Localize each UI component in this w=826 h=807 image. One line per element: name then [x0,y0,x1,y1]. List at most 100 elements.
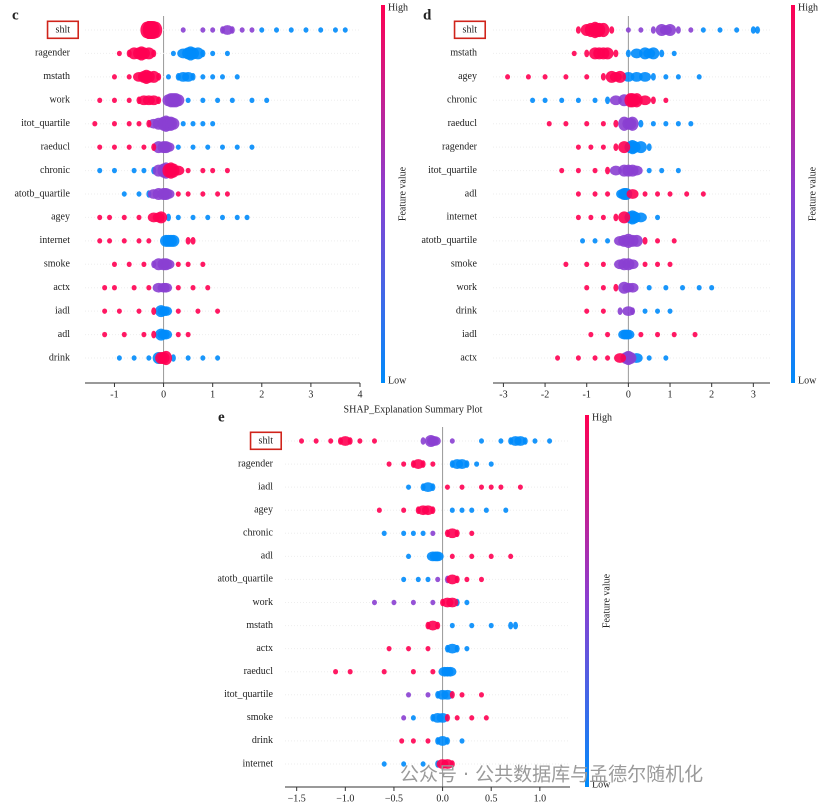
shap-point [444,484,450,490]
shap-point [303,27,309,33]
colorbar [791,5,795,383]
shap-point [671,238,677,244]
shap-point [597,22,610,38]
shap-point [234,214,240,221]
shap-point [234,74,240,80]
colorbar-title: Feature value [601,573,612,628]
shap-point [639,95,652,106]
feature-label: itot_quartile [224,689,273,700]
shap-point [229,97,235,103]
feature-label: actx [256,643,273,654]
shap-point [126,144,132,150]
shap-point [136,191,142,197]
shap-point [655,308,661,314]
shap-point [190,214,196,221]
feature-label: ragender [238,458,274,469]
x-tick-label: 4 [358,389,363,400]
shap-point [488,461,494,467]
shap-point [410,738,416,744]
shap-point [659,167,665,174]
shap-point [680,285,686,291]
shap-point [175,308,181,314]
colorbar-low: Low [592,779,611,790]
shap-point [97,97,103,103]
shap-point [420,437,426,445]
shap-point [220,214,225,221]
shap-point [464,599,470,606]
shap-point [175,331,181,338]
shap-point [547,438,553,444]
shap-point [224,167,230,174]
shap-point [513,621,519,630]
shap-point [614,353,627,363]
shap-point [575,355,581,361]
shap-point [600,214,606,221]
shap-point [249,97,255,103]
shap-point [126,74,132,80]
shap-point [156,73,162,81]
feature-label: internet [446,212,477,223]
shap-point [224,50,230,57]
shap-point [588,214,594,221]
shap-point [381,669,387,675]
shap-point [410,599,416,606]
shap-point [142,47,155,60]
feature-label: iadl [462,329,477,340]
shap-point [667,261,673,267]
shap-point [401,530,407,536]
panel-label: e [218,409,225,425]
shap-point [151,143,157,151]
shap-point [688,27,694,33]
shap-point [160,329,173,340]
shap-point [420,761,426,767]
feature-label: drink [252,735,273,746]
shap-point [642,237,648,245]
shap-point [410,669,416,675]
shap-point [191,47,204,60]
shap-point [588,331,594,338]
shap-point [190,144,196,150]
shap-point [430,461,436,467]
feature-label: agey [458,71,477,82]
shap-point [259,27,265,33]
feature-label: chronic [243,528,274,539]
feature-label: atotb_quartile [14,188,70,199]
x-tick-label: 1.0 [534,793,547,804]
colorbar-high: High [798,2,818,13]
shap-point [709,285,715,291]
shap-point [205,285,211,291]
shap-point [162,142,175,153]
shap-point [111,167,117,174]
shap-point [601,47,614,60]
shap-point [97,167,103,174]
shap-point [136,121,142,127]
shap-point [371,599,377,606]
shap-point [605,331,611,338]
shap-point [522,437,528,445]
shap-point [244,214,250,221]
shap-point [141,261,147,267]
shap-point [401,715,407,721]
shap-point [700,191,706,197]
shap-point [210,74,216,80]
shap-point [146,285,152,291]
shap-point [563,74,569,80]
feature-label: adl [261,551,273,562]
shap-point [626,282,639,293]
shap-point [97,144,103,150]
panel-label: c [12,7,19,23]
shap-point [584,285,590,291]
shap-point [592,191,598,197]
shap-point [675,26,681,34]
shap-point [180,121,186,127]
shap-point [600,261,606,267]
shap-point [692,331,698,338]
shap-point [449,507,455,513]
shap-point [172,94,185,107]
shap-point [592,97,598,103]
feature-label: smoke [44,259,71,270]
shap-point [200,27,206,33]
shap-point [185,167,191,174]
shap-point [401,507,407,513]
shap-point [102,331,108,338]
